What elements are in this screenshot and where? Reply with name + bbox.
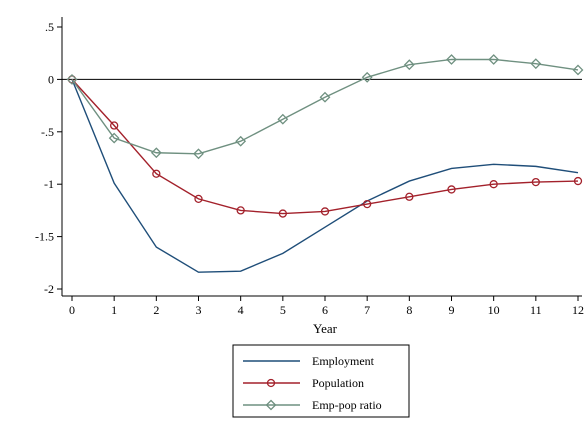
x-tick-label-6: 6 <box>322 303 328 317</box>
series-1-point-2 <box>152 169 161 178</box>
series-1-point-0 <box>67 75 77 84</box>
series-2-point-5 <box>277 113 289 125</box>
series-2-point-8 <box>403 59 415 71</box>
x-tick-label-9: 9 <box>449 303 455 317</box>
series-2-point-7 <box>361 71 373 83</box>
series-1-point-4 <box>236 206 245 215</box>
series-1-point-12 <box>573 176 583 186</box>
series-1 <box>67 75 583 218</box>
series-1-point-7 <box>363 199 372 209</box>
y-tick-label-0: .5 <box>45 20 54 34</box>
series-2-point-12 <box>572 64 584 76</box>
x-tick-label-1: 1 <box>111 303 117 317</box>
series-1-point-1 <box>110 121 119 130</box>
series-1-point-10 <box>489 180 498 189</box>
chart-axes: .50-.5-1-1.5-20 1 2 3 4 5 6 7 8 9 10 11 12 <box>35 17 584 317</box>
y-tick-label-2: -.5 <box>41 125 54 139</box>
series-2-point-11 <box>530 58 542 70</box>
legend-marker-1 <box>266 378 276 388</box>
series-2-line <box>71 58 579 155</box>
series-2 <box>66 54 584 160</box>
series-0 <box>71 79 579 273</box>
x-tick-label-11: 11 <box>530 303 542 317</box>
y-tick-label-3: -1 <box>44 177 54 191</box>
x-tick-label-10: 10 <box>488 303 500 317</box>
x-tick-label-0: 0 <box>69 303 75 317</box>
series-2-point-2 <box>150 147 162 159</box>
series-2-point-0 <box>66 73 78 85</box>
series-2-point-10 <box>488 54 500 65</box>
series-2-point-3 <box>193 148 204 160</box>
series-1-line <box>71 78 579 215</box>
legend-label-1: Population <box>312 376 364 390</box>
series-0-line <box>71 79 579 273</box>
series-2-point-4 <box>235 135 247 147</box>
x-tick-label-2: 2 <box>153 303 159 317</box>
series-1-point-9 <box>447 185 456 194</box>
x-tick-label-7: 7 <box>364 303 370 317</box>
series-1-point-3 <box>194 194 203 204</box>
x-tick-label-5: 5 <box>280 303 286 317</box>
series-1-point-11 <box>531 177 540 187</box>
x-tick-label-12: 12 <box>572 303 584 317</box>
legend-label-0: Employment <box>312 354 375 368</box>
y-tick-label-1: 0 <box>48 72 54 86</box>
series-2-point-9 <box>446 54 457 65</box>
series-2-point-1 <box>108 132 120 144</box>
y-tick-label-4: -1.5 <box>35 230 54 244</box>
x-axis-title: Year <box>313 321 338 336</box>
y-tick-label-5: -2 <box>44 282 54 296</box>
series-2-point-6 <box>319 91 331 103</box>
chart-legend: Employment Population Emp-pop ratio <box>232 344 410 418</box>
legend-label-2: Emp-pop ratio <box>312 398 382 412</box>
legend-marker-2 <box>265 399 277 411</box>
series-1-point-6 <box>320 207 330 216</box>
chart-series <box>66 54 584 273</box>
x-tick-label-8: 8 <box>406 303 412 317</box>
x-tick-label-4: 4 <box>238 303 244 317</box>
series-1-point-5 <box>278 209 287 218</box>
series-1-point-8 <box>405 192 414 201</box>
x-tick-label-3: 3 <box>196 303 202 317</box>
